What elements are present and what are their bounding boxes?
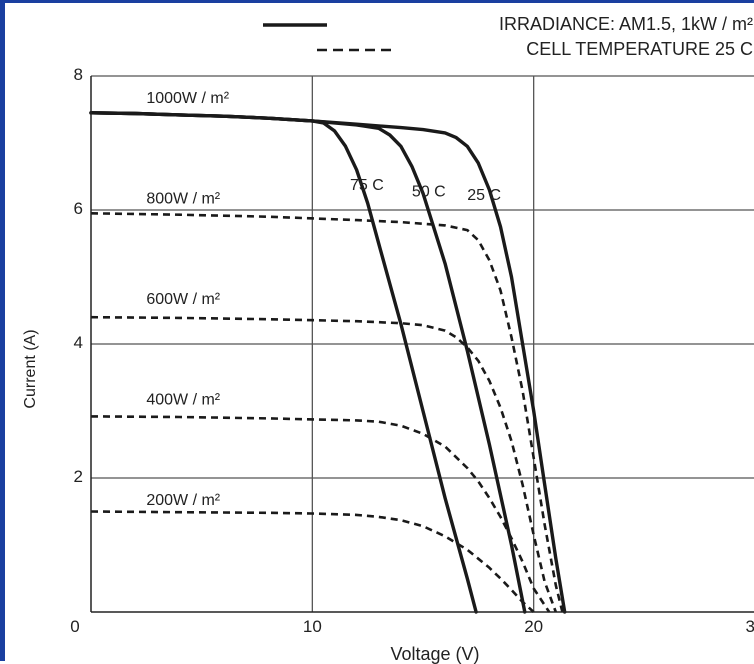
series-group	[89, 111, 567, 614]
annotation-label: 50 C	[412, 184, 446, 201]
x-axis-title: Voltage (V)	[390, 644, 479, 664]
annotation-label: 600W / m²	[146, 291, 220, 308]
annotation-label: 25 C	[467, 187, 501, 204]
x-tick-label: 10	[303, 617, 322, 636]
annotation-label: 400W / m²	[146, 391, 220, 408]
labels: 0 10 20 30 2 4 6 8 Voltage (V) Current (A) 1000W /…	[22, 65, 754, 664]
legend: IRRADIANCE: AM1.5, 1kW / m² CELL TEMPERAT…	[263, 14, 753, 59]
legend-label-1: IRRADIANCE: AM1.5, 1kW / m²	[499, 14, 753, 34]
annotation-label: 800W / m²	[146, 190, 220, 207]
annotation-label: 1000W / m²	[146, 90, 229, 107]
series-line-2	[89, 111, 527, 614]
y-tick-label: 8	[74, 65, 83, 84]
x-tick-label: 20	[524, 617, 543, 636]
x-tick-label: 30	[746, 617, 754, 636]
annotation-label: 200W / m²	[146, 492, 220, 509]
y-tick-label: 6	[74, 199, 83, 218]
grid	[91, 75, 754, 612]
legend-label-2: CELL TEMPERATURE 25 C	[526, 39, 753, 59]
y-tick-label: 2	[74, 467, 83, 486]
series-line-3	[89, 111, 567, 614]
series-line-7	[90, 510, 535, 613]
axes	[90, 76, 754, 613]
series-line-6	[90, 415, 551, 613]
annotation-label: 75 C	[350, 177, 384, 194]
series-line-5	[90, 315, 558, 613]
y-axis-title: Current (A)	[22, 329, 39, 408]
y-tick-label: 4	[74, 333, 83, 352]
x-tick-label: 0	[70, 617, 79, 636]
iv-curve-chart: 0 10 20 30 2 4 6 8 Voltage (V) Current (A) 1000W /…	[22, 14, 754, 664]
series-line-4	[90, 212, 564, 613]
